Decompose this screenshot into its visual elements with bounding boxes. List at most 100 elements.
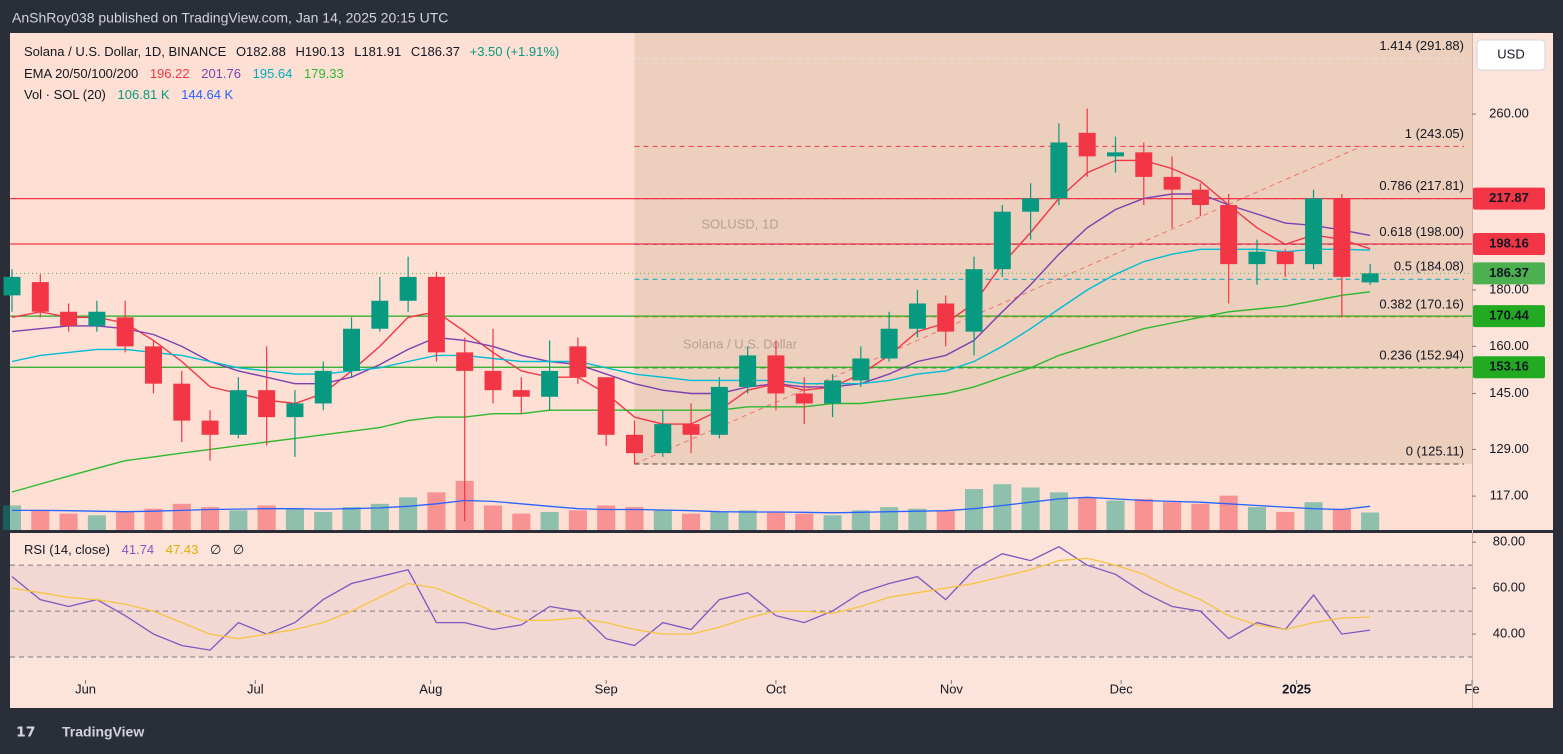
fib-label: 0.618 (198.00): [1379, 224, 1464, 239]
legend-vol: Vol · SOL (20) 106.81 K 144.64 K: [24, 87, 234, 102]
volume-bar: [625, 507, 644, 530]
vol-ma-line: [12, 496, 1371, 514]
volume-bar: [1276, 512, 1295, 530]
volume-bar: [59, 513, 78, 530]
candle-body: [1220, 204, 1238, 265]
ohlc: L181.91: [354, 44, 401, 59]
volume-bar: [1049, 492, 1068, 530]
candle-body: [371, 300, 389, 329]
vol-value: 106.81 K: [118, 87, 170, 102]
ohlc: O182.88: [236, 44, 286, 59]
x-tick-label: Jun: [75, 681, 96, 696]
currency-label[interactable]: USD: [1497, 46, 1524, 61]
volume-bar: [483, 505, 503, 530]
ema-value: 196.22: [150, 66, 190, 81]
ema-value: 179.33: [304, 66, 344, 81]
footer-brand: TradingView: [62, 724, 144, 740]
x-tick-label: Sep: [595, 681, 618, 696]
candle-body: [484, 370, 502, 391]
volume-bar: [257, 505, 276, 530]
candle-body: [1305, 198, 1323, 265]
x-tick-label: Jul: [247, 681, 264, 696]
volume-bar: [1361, 512, 1380, 530]
fib-label: 0.236 (152.94): [1379, 347, 1464, 362]
y-tick-label: 145.00: [1489, 385, 1529, 400]
volume-bar: [1247, 507, 1267, 530]
rsi-tick-label: 60.00: [1493, 580, 1526, 595]
candle-body: [1361, 273, 1379, 283]
candle-body: [3, 276, 21, 296]
level-tag: [1473, 305, 1545, 328]
candle-body: [1135, 152, 1153, 177]
candle-body: [144, 346, 162, 384]
volume-bar: [1219, 495, 1238, 530]
volume-bar: [370, 503, 389, 530]
ohlc: C186.37: [411, 44, 460, 59]
candle-body: [286, 403, 304, 418]
candle-body: [229, 390, 247, 435]
time-axis: [10, 680, 1472, 708]
rsi-tick-label: 40.00: [1493, 626, 1526, 641]
candle-body: [1107, 152, 1124, 157]
y-tick-label: 117.00: [1490, 488, 1529, 503]
volume-bar: [229, 510, 248, 530]
candle-body: [908, 303, 926, 329]
volume-bar: [314, 512, 333, 530]
candle-body: [88, 311, 106, 326]
candle-body: [937, 303, 955, 332]
level-tag: [1473, 356, 1545, 379]
watermark-subtitle: Solana / U.S. Dollar: [683, 336, 798, 351]
volume-bar: [1304, 502, 1323, 530]
fib-label: 1 (243.05): [1405, 126, 1464, 141]
candle-body: [1333, 198, 1351, 277]
candle-body: [625, 434, 643, 454]
candle-body: [654, 424, 672, 454]
candle-body: [427, 276, 445, 353]
y-tick-label: 129.00: [1489, 441, 1529, 456]
x-tick-label: Oct: [766, 681, 787, 696]
change: +3.50 (+1.91%): [470, 44, 560, 59]
candle-body: [343, 328, 361, 371]
candle-body: [541, 370, 559, 397]
volume-bar: [1332, 508, 1351, 530]
volume-bar: [710, 512, 729, 530]
volume-bar: [512, 513, 531, 530]
volume-bar: [738, 510, 757, 530]
volume-bar: [964, 489, 984, 530]
volume-bar: [851, 510, 870, 530]
legend-symbol: Solana / U.S. Dollar, 1D, BINANCE O182.8…: [24, 44, 559, 59]
rsi-label: RSI (14, close): [24, 542, 110, 557]
volume-bar: [568, 510, 587, 530]
level-label: 198.16: [1489, 235, 1529, 250]
candle-body: [852, 358, 870, 381]
currency-button[interactable]: [1476, 39, 1546, 71]
fib-label: 0.786 (217.81): [1379, 178, 1464, 193]
trend-line: [634, 145, 1362, 465]
rsi-line: [11, 546, 1371, 651]
candle-body: [682, 424, 700, 435]
candle-body: [1191, 189, 1209, 205]
watermark: SOLUSD, 1D: [701, 216, 778, 231]
y-tick-label: 260.00: [1489, 105, 1529, 120]
candle-body: [569, 346, 587, 378]
volume-bar: [682, 513, 701, 530]
candle-body: [31, 282, 49, 312]
x-tick-label: Dec: [1110, 681, 1134, 696]
volume-bar: [1191, 503, 1210, 530]
vol-label: Vol · SOL (20): [24, 87, 106, 102]
last-price-tag: [1473, 262, 1545, 285]
publish-header: AnShRoy038 published on TradingView.com,…: [12, 10, 448, 26]
ema-label: EMA 20/50/100/200: [24, 66, 138, 81]
ema-value: 201.76: [201, 66, 241, 81]
candle-body: [710, 386, 728, 435]
level-tag: [1473, 187, 1545, 210]
candle-body: [512, 390, 530, 397]
volume-bar: [1021, 487, 1040, 530]
volume-bar: [144, 508, 163, 530]
candle-body: [880, 328, 898, 359]
ema-line: [11, 248, 1371, 385]
volume-bar: [285, 508, 304, 530]
candle-body: [597, 377, 615, 435]
volume-bar: [342, 507, 361, 530]
